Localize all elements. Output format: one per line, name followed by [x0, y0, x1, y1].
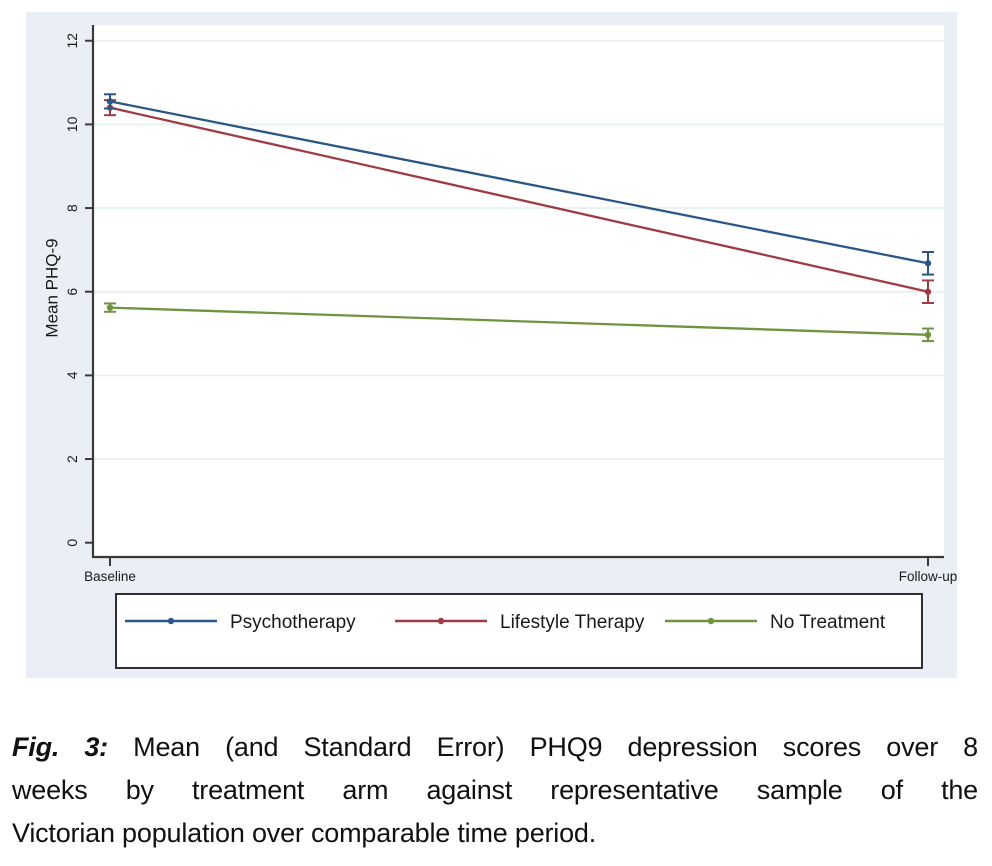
series-line-no-treatment — [109, 306, 929, 336]
legend-label-lifestyle-therapy: Lifestyle Therapy — [500, 612, 645, 633]
caption-line-2: weeks by treatment arm against represent… — [12, 775, 978, 805]
data-point-no-treatment-baseline — [106, 304, 114, 311]
legend-box — [115, 593, 923, 669]
y-tick-label-12: 12 — [64, 33, 80, 49]
y-axis-title: Mean PHQ-9 — [43, 238, 62, 337]
y-tick-label-8: 8 — [64, 204, 80, 212]
legend-marker-no-treatment — [707, 617, 715, 625]
caption-line-1: Fig. 3: Mean (and Standard Error) PHQ9 d… — [12, 726, 978, 769]
y-tick-label-6: 6 — [64, 288, 80, 296]
x-tick-label-baseline: Baseline — [84, 569, 136, 584]
figure-region: 0 2 4 6 8 10 12 Mean PHQ-9 Baseline Follow-up Psyc… — [26, 12, 957, 678]
caption-figure-label: Fig. 3: — [12, 732, 108, 762]
data-point-no-treatment-follow-up — [924, 331, 932, 339]
legend-label-psychotherapy: Psychotherapy — [230, 612, 356, 633]
figure-caption: Fig. 3: Mean (and Standard Error) PHQ9 d… — [12, 726, 978, 855]
series-line-psychotherapy — [109, 100, 929, 265]
y-tick-label-0: 0 — [64, 539, 80, 547]
legend-marker-lifestyle-therapy — [437, 617, 445, 625]
data-point-lifestyle-therapy-follow-up — [924, 288, 932, 295]
series-line-lifestyle-therapy — [109, 106, 929, 293]
legend-marker-psychotherapy — [167, 617, 175, 625]
phq9-line-chart: 0 2 4 6 8 10 12 Mean PHQ-9 Baseline Follow-up Psyc… — [26, 12, 957, 678]
x-tick-label-follow-up: Follow-up — [899, 569, 957, 584]
legend-label-no-treatment: No Treatment — [770, 612, 886, 633]
caption-line-3: Victorian population over comparable tim… — [12, 818, 597, 848]
y-tick-label-4: 4 — [64, 371, 80, 379]
caption-text-1: Mean (and Standard Error) PHQ9 depressio… — [133, 732, 978, 762]
y-tick-label-10: 10 — [64, 116, 80, 132]
data-point-psychotherapy-follow-up — [924, 260, 932, 267]
y-tick-label-2: 2 — [64, 455, 80, 463]
data-point-psychotherapy-baseline — [106, 98, 114, 105]
